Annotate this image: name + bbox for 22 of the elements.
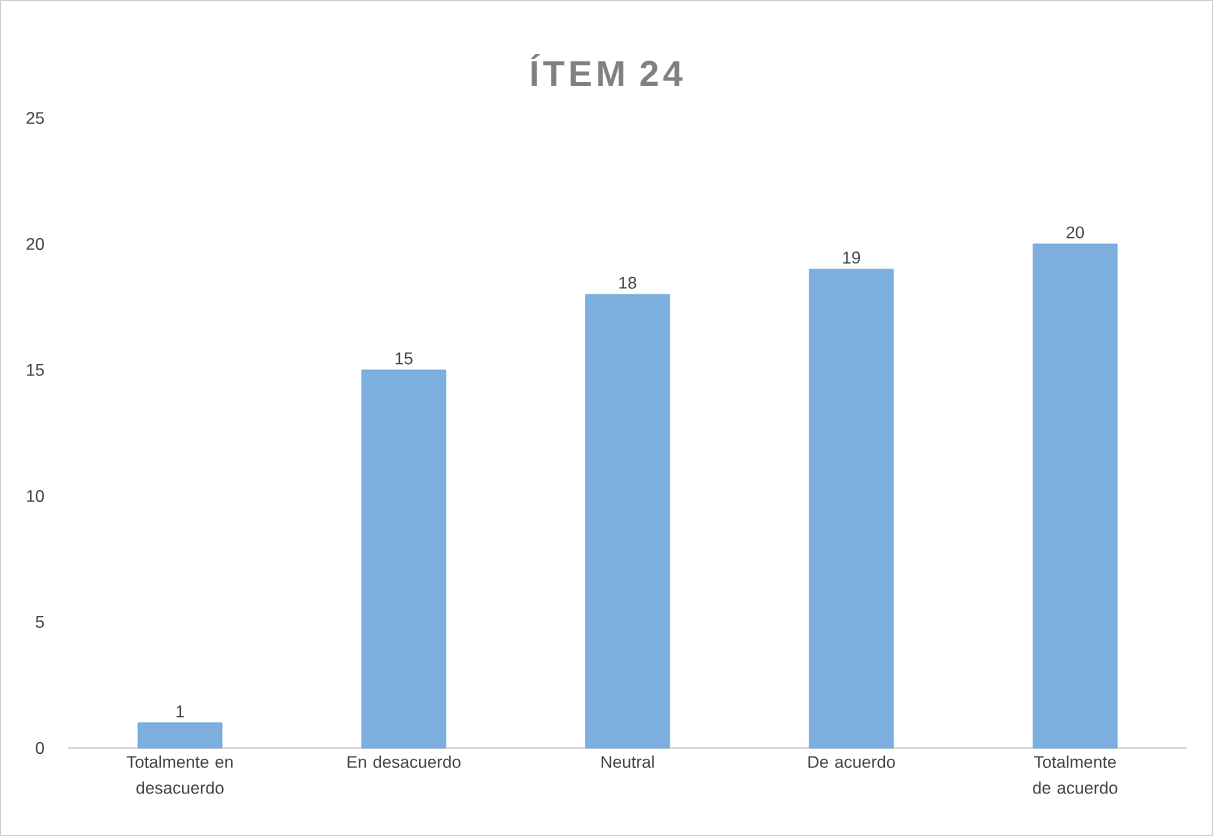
data-label: 18 [619, 276, 637, 289]
data-label: 19 [843, 251, 860, 264]
x-tick-label: Totalmente de acuerdo [1033, 755, 1118, 794]
bar [361, 369, 447, 749]
data-label: 20 [1066, 226, 1084, 239]
data-label: 1 [176, 705, 184, 718]
x-tick-label: De acuerdo [808, 755, 895, 768]
y-tick-label: 0 [35, 742, 44, 754]
bar [137, 722, 223, 749]
data-label: 15 [395, 352, 413, 365]
bar [1032, 243, 1118, 749]
bar [809, 268, 894, 749]
y-tick-label: 5 [35, 616, 44, 628]
x-tick-label: Neutral [601, 755, 654, 768]
y-tick-label: 10 [27, 490, 44, 502]
y-tick-label: 20 [26, 237, 44, 250]
x-tick-label: Totalmente en desacuerdo [126, 755, 233, 794]
y-tick-label: 15 [27, 364, 44, 376]
chart-title: ÍTEM 24 [531, 54, 683, 86]
x-tick-label: En desacuerdo [347, 755, 461, 768]
bar [585, 294, 670, 749]
y-tick-label: 25 [26, 111, 44, 124]
